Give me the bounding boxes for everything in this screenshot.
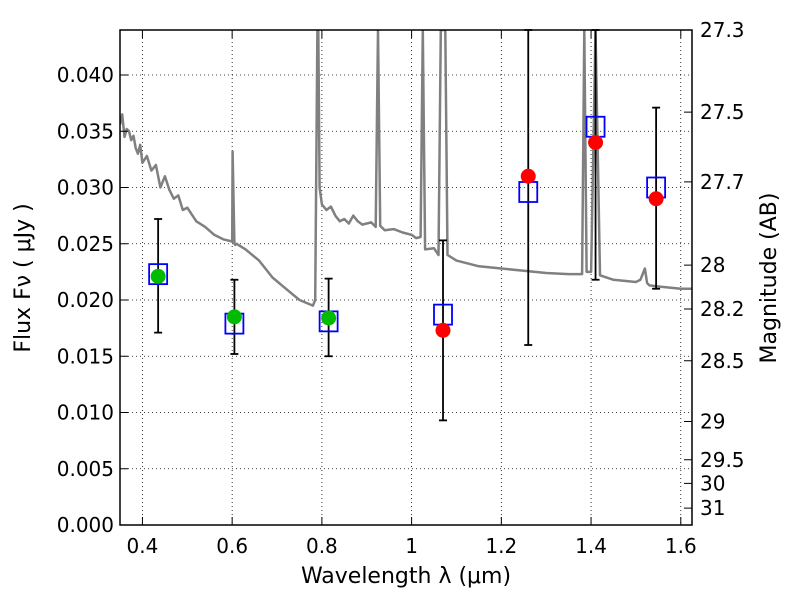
model-flux-square-marker (148, 263, 169, 286)
y-tick-label: 0.005 (57, 457, 114, 481)
model-spectrum-line (120, 30, 692, 307)
x-axis-label: Wavelength λ (μm) (301, 564, 511, 589)
right-y-axis-label: Magnitude (AB) (757, 193, 782, 364)
right-y-tick-label: 28 (700, 253, 725, 277)
right-y-tick-label: 27.5 (700, 100, 745, 124)
observed-flux-point (321, 310, 337, 326)
right-y-tick-label: 29.5 (700, 448, 745, 472)
spectrum-layer (120, 30, 692, 307)
x-tick-label: 1.4 (575, 534, 607, 558)
y-tick-label: 0.025 (57, 232, 114, 256)
x-tick-label: 1.6 (665, 534, 697, 558)
y-tick-label: 0.030 (57, 176, 114, 200)
right-y-tick-label: 28.5 (700, 349, 745, 373)
y-tick-label: 0.000 (57, 513, 114, 537)
grid-lines (120, 30, 692, 525)
axes-ticks: 0.4 0.6 0.8 1 1.2 1.4 1.6 0.000 0.005 0.010 0.015 0… (57, 18, 745, 558)
y-tick-label: 0.020 (57, 288, 114, 312)
right-y-tick-label: 28.2 (700, 297, 745, 321)
observed-flux-point (588, 135, 604, 150)
x-tick-label: 0.8 (306, 534, 338, 558)
x-tick-label: 0.4 (127, 534, 159, 558)
right-y-tick-label: 31 (700, 496, 725, 520)
observed-flux-point (520, 168, 536, 184)
plot-frame (119, 29, 693, 526)
observed-flux-point (226, 309, 242, 325)
y-tick-label: 0.015 (57, 344, 114, 368)
y-tick-label: 0.035 (57, 119, 114, 143)
right-y-tick-label: 27.3 (700, 18, 745, 42)
right-y-tick-label: 30 (700, 471, 725, 495)
right-y-tick-label: 27.7 (700, 170, 745, 194)
observed-flux-point (150, 268, 166, 284)
observed-flux-point (435, 322, 451, 338)
right-y-tick-label: 29 (700, 410, 725, 434)
x-tick-label: 0.6 (216, 534, 248, 558)
y-axis-label: Flux Fν ( μJy ) (11, 203, 36, 352)
observed-flux-point (648, 191, 664, 207)
x-tick-label: 1 (405, 534, 418, 558)
y-tick-label: 0.040 (57, 63, 114, 87)
y-tick-label: 0.010 (57, 401, 114, 425)
x-tick-label: 1.2 (485, 534, 517, 558)
data-markers (148, 115, 667, 338)
